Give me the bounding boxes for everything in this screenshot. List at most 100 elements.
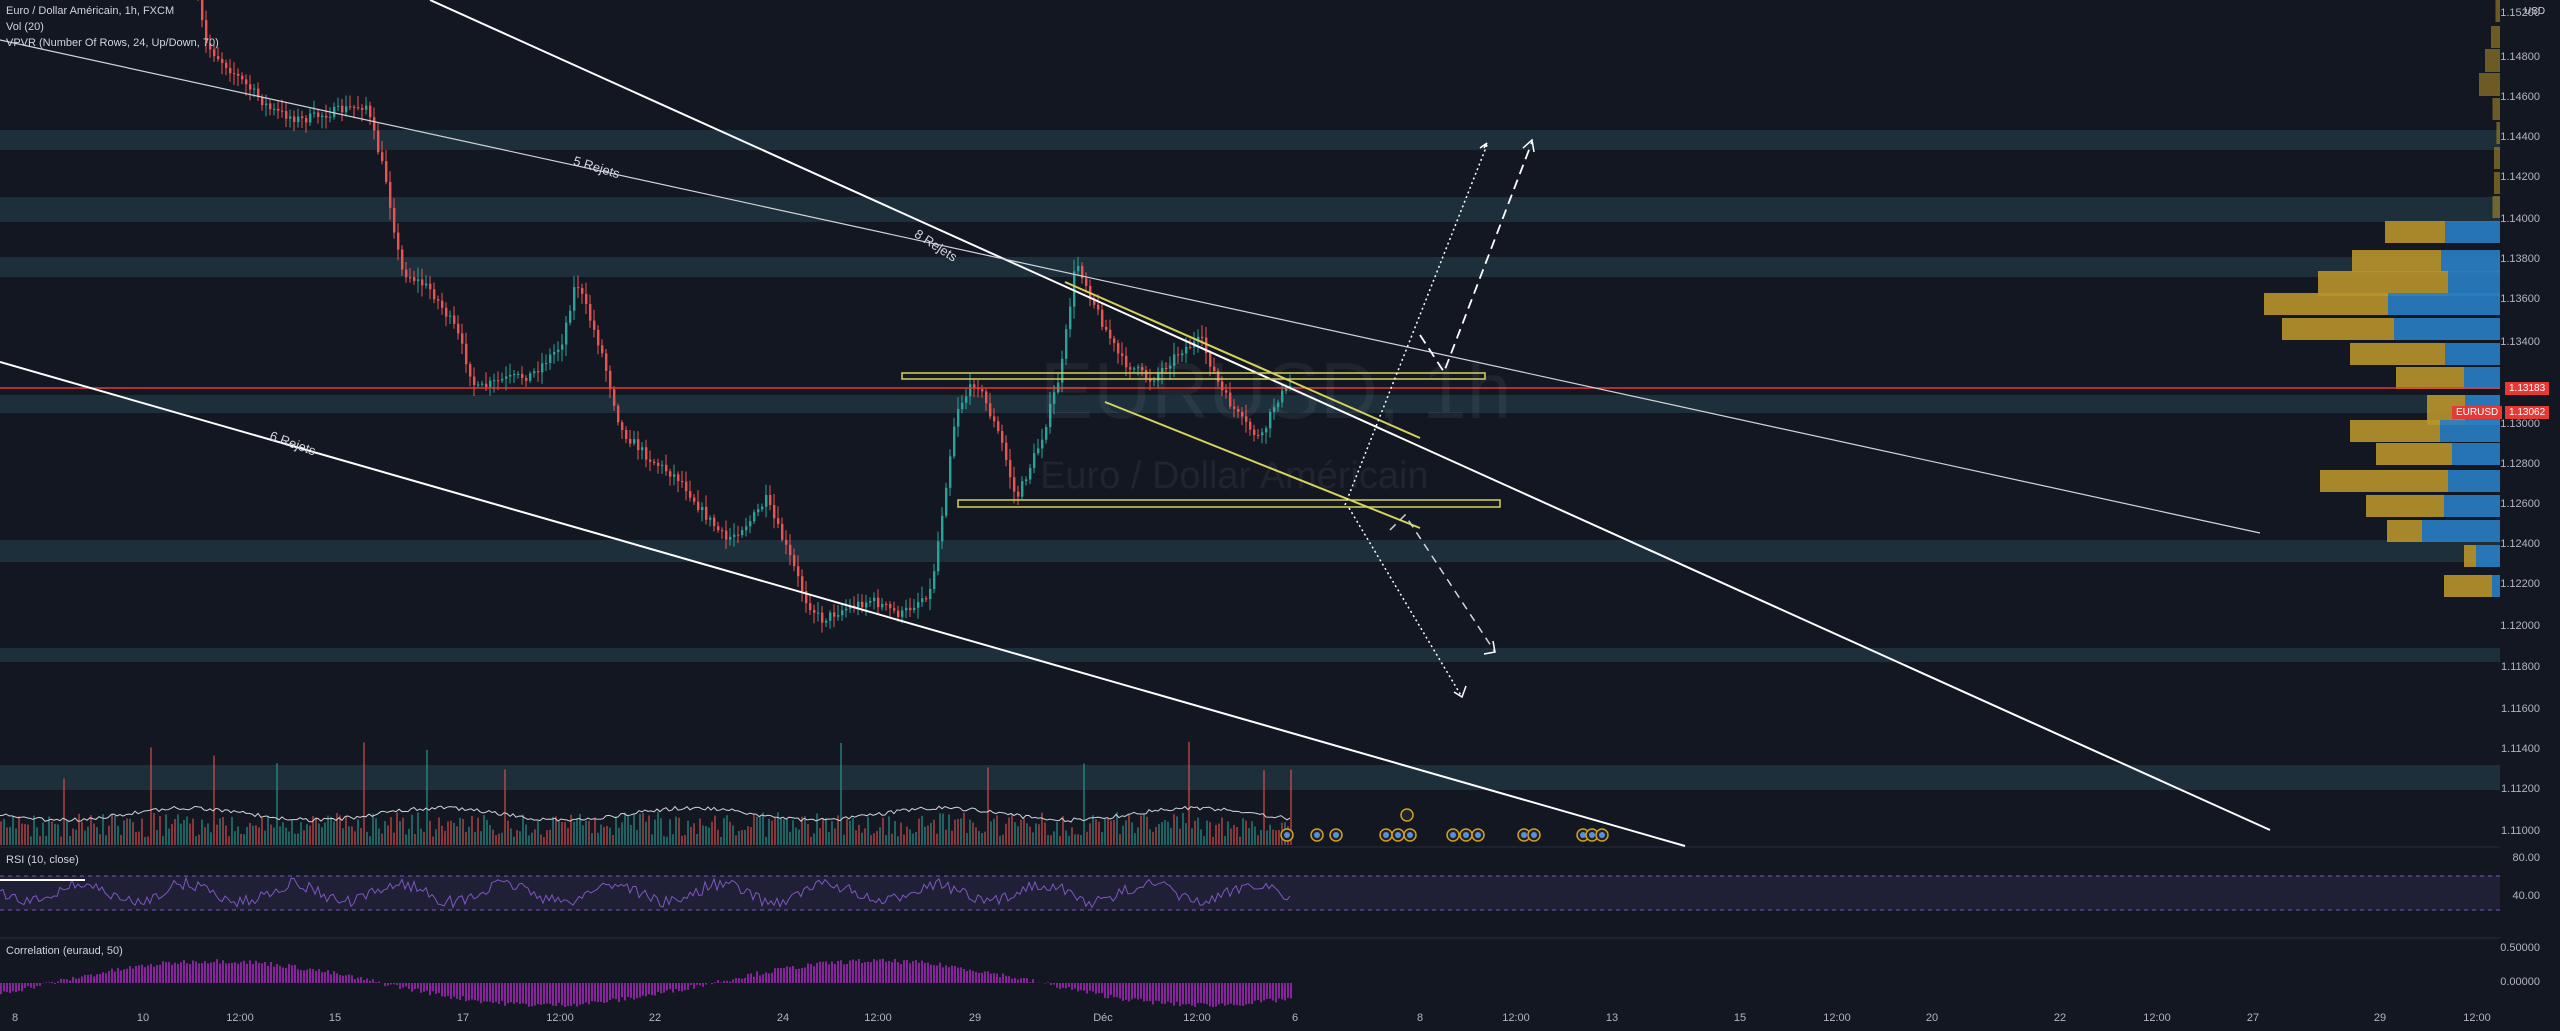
volume-bar [1116, 812, 1118, 845]
correlation-tick: 0.50000 [2500, 942, 2540, 954]
correlation-bar [666, 983, 668, 991]
correlation-bar [120, 970, 122, 983]
vp-row-down [2282, 318, 2394, 340]
correlation-bar [195, 961, 197, 983]
candle-body [965, 396, 968, 403]
volume-bar [57, 824, 59, 845]
candle-body [997, 421, 1000, 431]
volume-bar [267, 816, 269, 845]
candle-body [405, 269, 408, 278]
candle-body [581, 287, 584, 294]
correlation-bar [162, 961, 164, 983]
correlation-bar [423, 983, 425, 992]
candle-body [1141, 367, 1144, 371]
candle-body [653, 461, 656, 463]
correlation-bar [252, 963, 254, 983]
volume-bar [579, 813, 581, 845]
correlation-bar [843, 964, 845, 983]
volume-bar [60, 836, 62, 845]
volume-bar [1026, 823, 1028, 845]
vp-row-down [2376, 443, 2452, 465]
vp-row [2491, 26, 2500, 48]
candle-body [1181, 353, 1184, 356]
correlation-bar [186, 963, 188, 983]
mid-trendline [0, 39, 2261, 534]
volume-bar [1047, 835, 1049, 845]
correlation-bar [393, 983, 395, 985]
event-marker-dot [1450, 832, 1456, 838]
correlation-bar [1185, 983, 1187, 1005]
correlation-bar [114, 971, 116, 983]
candle-body [601, 345, 604, 354]
volume-bar [465, 831, 467, 845]
correlation-bar [384, 983, 386, 987]
correlation-bar [492, 983, 494, 1003]
volume-bar [819, 828, 821, 845]
volume-bar [666, 836, 668, 845]
candle-body [1217, 371, 1220, 382]
volume-bar [285, 827, 287, 845]
volume-bar [1191, 828, 1193, 845]
time-tick: 12:00 [864, 1012, 892, 1024]
correlation-bar [1266, 983, 1268, 999]
correlation-bar [645, 983, 647, 997]
candle-body [857, 601, 860, 608]
candle-body [1153, 380, 1156, 382]
volume-bar [309, 825, 311, 845]
correlation-bar [1053, 983, 1055, 985]
correlation-bar [45, 982, 47, 983]
candle-body [873, 597, 876, 602]
volume-bar [342, 828, 344, 845]
correlation-bar [279, 965, 281, 983]
correlation-bar [912, 961, 914, 983]
correlation-bar [636, 983, 638, 999]
correlation-bar [741, 978, 743, 983]
candle-body [649, 459, 652, 462]
candle-body [517, 373, 520, 375]
volume-bar [654, 819, 656, 845]
correlation-bar [1257, 983, 1259, 1000]
correlation-bar [573, 983, 575, 1004]
volume-bar [159, 816, 161, 845]
symbol-title[interactable]: Euro / Dollar Américain, 1h, FXCM [6, 5, 175, 17]
price-tick: 1.14400 [2500, 131, 2540, 143]
correlation-bar [1137, 983, 1139, 1000]
candle-body [401, 249, 404, 270]
volume-bar [1230, 828, 1232, 845]
volume-bar [615, 816, 617, 845]
correlation-bar [117, 967, 119, 983]
correlation-bar [225, 963, 227, 983]
correlation-bar [834, 963, 836, 983]
candle-body [809, 603, 812, 611]
volume-bar [327, 815, 329, 845]
event-marker-dot [1395, 832, 1401, 838]
time-tick: 24 [776, 1012, 790, 1024]
volume-bar [1257, 835, 1259, 845]
sr-zone [0, 197, 2500, 222]
sr-zone [0, 130, 2500, 150]
candle-body [981, 389, 984, 392]
volume-bar [270, 824, 272, 845]
rsi-panel-title[interactable]: RSI (10, close) [6, 854, 79, 866]
candle-body [589, 304, 592, 321]
correlation-bar [984, 971, 986, 983]
volume-bar [456, 826, 458, 845]
volume-bar [255, 825, 257, 845]
candle-body [497, 380, 500, 382]
vol-indicator-label[interactable]: Vol (20) [6, 21, 44, 33]
candle-body [437, 299, 440, 301]
correlation-bar [594, 983, 596, 1002]
volume-bar [18, 816, 20, 845]
volume-bar [1290, 769, 1292, 845]
candle-body [865, 602, 868, 608]
currency-label[interactable]: USD [2524, 6, 2546, 17]
volume-bar [1209, 822, 1211, 845]
correlation-bar [306, 969, 308, 983]
candle-body [849, 605, 852, 609]
vp-row-down [2366, 495, 2444, 517]
correlation-panel-title[interactable]: Correlation (euraud, 50) [6, 945, 123, 957]
candle-body [501, 378, 504, 381]
vpvr-indicator-label[interactable]: VPVR (Number Of Rows, 24, Up/Down, 70) [6, 37, 219, 49]
